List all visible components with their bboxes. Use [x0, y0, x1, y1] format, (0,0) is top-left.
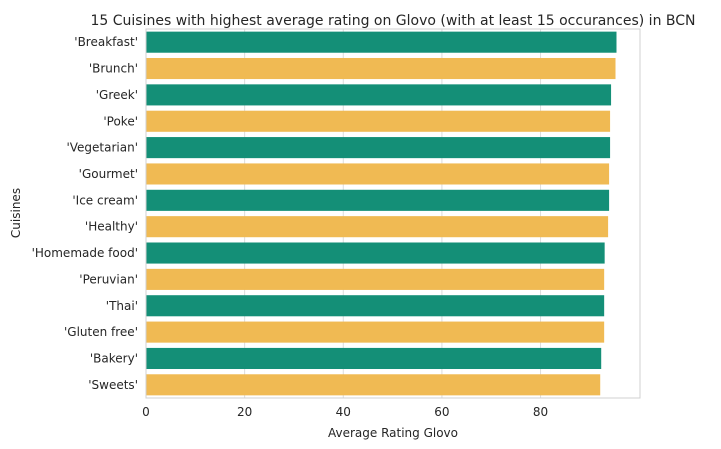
x-axis-label: Average Rating Glovo	[328, 426, 458, 440]
y-tick-label: 'Vegetarian'	[66, 141, 138, 155]
y-tick-label: 'Poke'	[103, 114, 138, 128]
bar	[146, 374, 601, 396]
y-tick-label: 'Ice cream'	[72, 193, 138, 207]
y-tick-label: 'Homemade food'	[32, 246, 138, 260]
x-tick-label: 0	[142, 405, 150, 419]
bar	[146, 84, 612, 106]
x-tick-label: 60	[434, 405, 449, 419]
x-tick-label: 20	[237, 405, 252, 419]
bar	[146, 31, 617, 53]
y-tick-label: 'Sweets'	[88, 378, 138, 392]
bar	[146, 163, 610, 185]
y-tick-labels: 'Breakfast' 'Brunch' 'Greek' 'Poke' 'Vegetar…	[32, 35, 138, 392]
x-tick-label: 80	[533, 405, 548, 419]
bar	[146, 321, 605, 343]
y-tick-label: 'Breakfast'	[74, 35, 138, 49]
y-tick-label: 'Peruvian'	[79, 272, 138, 286]
bar	[146, 216, 609, 238]
y-tick-label: 'Thai'	[106, 299, 138, 313]
y-tick-label: 'Healthy'	[85, 220, 138, 234]
chart-title: 15 Cuisines with highest average rating …	[90, 13, 695, 29]
bars	[146, 31, 617, 396]
bar	[146, 295, 605, 317]
bar	[146, 137, 611, 159]
plot-frame	[145, 28, 641, 399]
x-tick-label: 40	[336, 405, 351, 419]
y-tick-label: 'Gluten free'	[64, 325, 138, 339]
bar	[146, 268, 605, 290]
bar	[146, 57, 616, 80]
y-axis-label: Cuisines	[9, 188, 23, 238]
y-tick-label: 'Greek'	[96, 88, 138, 102]
y-tick-label: 'Bakery'	[90, 351, 138, 365]
y-tick-label: 'Gourmet'	[79, 167, 138, 181]
bar	[146, 242, 605, 264]
bar	[146, 110, 611, 132]
bar	[146, 347, 602, 370]
x-tick-labels: 0 20 40 60 80	[142, 405, 548, 419]
bar	[146, 189, 610, 211]
y-tick-label: 'Brunch'	[89, 62, 138, 76]
